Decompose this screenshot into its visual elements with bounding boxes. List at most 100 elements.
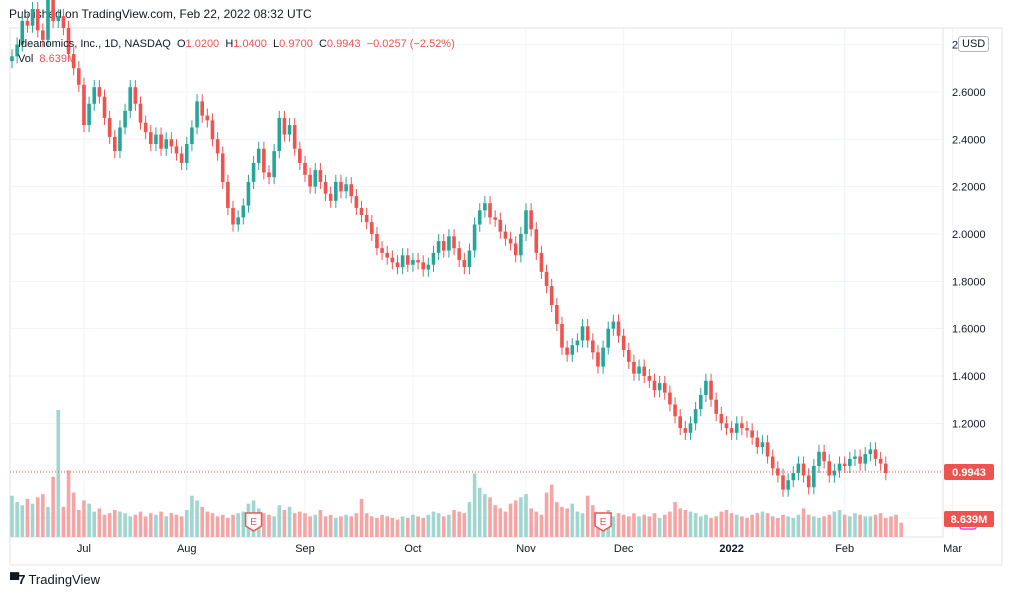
volume-bar [806,514,811,537]
volume-bar [308,516,312,537]
candle-body [627,349,631,362]
volume-bar [30,503,35,537]
candle-body [359,207,364,216]
tradingview-logo-icon: ▀7 [10,572,25,587]
high-value: 1.0400 [233,38,267,50]
volume-bar [477,487,482,537]
volume-bar [200,506,204,537]
candle-body [41,30,45,40]
candle-body [513,243,518,256]
volume-bar [241,511,246,537]
candle-body [776,468,780,476]
candle-body [601,347,605,367]
axis-lines [9,27,1003,566]
candle-body [719,413,724,424]
tradingview-brand[interactable]: ▀7 TradingView [10,572,100,587]
candle-body [575,340,580,346]
candle-body [652,380,657,391]
low-value: 0.9700 [279,38,313,50]
candle-body [364,215,369,223]
candle-body [66,28,71,55]
symbol-name[interactable]: Ideanomics, Inc., 1D, NASDAQ [18,38,171,50]
earnings-marker[interactable]: E [594,512,612,532]
change-value: −0.0257 (−2.52%) [366,38,455,50]
candle-body [226,181,230,208]
candle-body [82,84,86,126]
candle-body [498,219,503,232]
candle-body [580,326,585,341]
volume-bar [513,500,518,537]
volume-bar [534,511,539,537]
volume-bar [858,514,862,537]
volume-bar [585,495,590,537]
candle-body [241,205,246,218]
candle-body [10,56,14,62]
volume-bar [277,505,282,537]
last-volume-label: 8.639M [951,514,988,526]
ohlc-row: Ideanomics, Inc., 1D, NASDAQ O1.0200 H1.… [18,37,455,52]
volume-bar [364,513,369,537]
volume-bar [226,517,230,537]
candle-body [313,170,318,187]
candle-body [287,125,292,135]
volume-bar [303,513,307,537]
candle-body [251,162,256,182]
earnings-marker[interactable]: E [244,512,263,532]
candle-body [92,87,97,104]
volume-bar [786,516,790,537]
volume-bar [190,495,194,537]
volume-bar [889,516,893,537]
candle-body [174,146,179,154]
candle-body [385,252,390,258]
x-tick-label: Jul [77,543,91,555]
candle-body [822,451,826,462]
candle-body [277,117,282,152]
volume-bar [395,519,400,537]
candle-body [488,203,492,218]
volume-bar [873,514,878,537]
high-label: H [225,38,234,50]
currency-badge[interactable]: USD [958,36,990,52]
volume-bar [519,497,523,537]
volume-bar [544,492,549,537]
volume-bar [647,516,652,537]
y-tick-label: 1.4000 [952,371,986,383]
candle-body [745,428,749,431]
volume-bar [627,516,631,537]
last-price-tag-bg [944,464,994,481]
volume-bar [205,511,210,537]
volume-bar [287,506,292,537]
volume-bar [678,508,682,537]
volume-bar [796,514,801,537]
candle-body [683,428,688,433]
volume-bar [750,514,754,537]
candle-body [61,16,66,28]
volume-bar [400,516,405,537]
candle-body [734,423,739,433]
volume-bar [863,516,868,537]
volume-bar [334,517,338,537]
open-value: 1.0200 [185,38,220,50]
volume-bar [827,514,832,537]
y-tick-label: 1.8000 [952,276,986,288]
x-tick-label: Mar [943,543,962,555]
volume-bar [133,514,138,537]
volume-bar [292,513,297,537]
candle-body [282,117,287,135]
volume-bar [899,522,904,537]
volume-bar [107,513,112,537]
volume-bar [734,514,739,537]
candle-body [878,458,883,464]
volume-bar [179,516,184,537]
candle-body [267,172,271,178]
candle-body [493,217,497,220]
volume-bar [56,410,61,537]
candle-body [159,134,163,149]
candle-body [380,248,384,253]
volume-bar [77,510,81,537]
volume-bar [184,510,189,537]
volume-bar [878,513,883,537]
candle-body [51,0,55,21]
volume-label: Vol [18,53,34,65]
